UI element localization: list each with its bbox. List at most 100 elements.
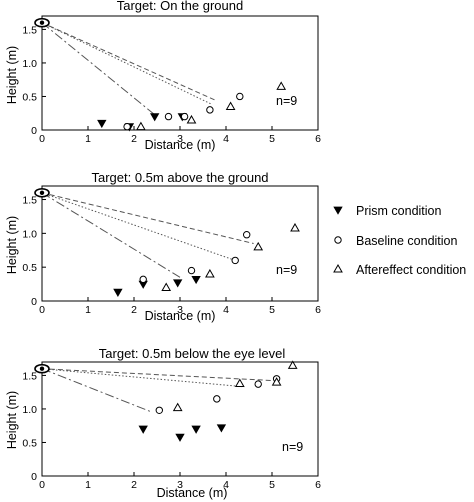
x-tick-label: 6 — [315, 304, 321, 316]
eye-pupil-icon — [39, 366, 45, 371]
data-point-filled-triangle-down — [175, 433, 185, 442]
data-point-open-triangle-up — [290, 222, 300, 232]
y-tick-label: 0 — [31, 471, 37, 483]
x-tick-label: 1 — [85, 304, 91, 316]
data-point-open-circle — [187, 266, 196, 275]
fit-line-dash-dot — [41, 22, 158, 117]
x-tick-label: 1 — [85, 479, 91, 491]
data-point-open-circle — [236, 92, 244, 101]
fit-line-dashed — [41, 368, 277, 382]
y-tick-label: 1.5 — [22, 370, 37, 382]
fit-line-dash-dot — [41, 192, 181, 278]
x-tick-label: 5 — [269, 304, 275, 316]
data-point-filled-triangle-down — [191, 425, 201, 434]
data-point-open-circle — [254, 380, 262, 388]
data-point-open-triangle-up — [271, 377, 282, 386]
fit-line-dashed — [41, 192, 254, 244]
legend-label-aftereffect: Aftereffect condition — [356, 263, 466, 277]
legend-label-prism: Prism condition — [356, 204, 441, 218]
legend-marker-filled-triangle-down — [333, 206, 343, 215]
data-point-filled-triangle-down — [138, 425, 148, 434]
data-point-open-circle — [164, 112, 173, 121]
y-tick-label: 1.5 — [22, 195, 37, 207]
y-tick-label: 1.5 — [22, 24, 37, 36]
data-point-open-circle — [123, 122, 131, 131]
n-annotation: n=9 — [276, 94, 297, 108]
legend: Prism condition Baseline condition After… — [333, 204, 466, 277]
panel-on-the-ground: Target: On the ground Distance (m) Heigh… — [5, 0, 321, 152]
x-tick-label: 2 — [131, 133, 137, 145]
data-point-open-circle — [213, 395, 221, 403]
x-tick-label: 3 — [177, 304, 183, 316]
data-point-open-triangle-up — [225, 101, 236, 111]
x-axis-label: Distance (m) — [157, 486, 228, 500]
x-tick-label: 6 — [315, 133, 321, 145]
y-axis-label: Height (m) — [5, 46, 19, 104]
data-point-open-triangle-up — [276, 81, 287, 90]
data-point-open-triangle-up — [136, 121, 146, 131]
data-point-open-triangle-up — [253, 241, 264, 251]
x-tick-label: 0 — [39, 479, 45, 491]
data-point-filled-triangle-down — [191, 275, 201, 285]
data-point-filled-triangle-down — [150, 113, 160, 122]
data-point-open-triangle-up — [234, 378, 245, 387]
plot-frame — [41, 185, 319, 302]
data-point-open-circle — [180, 112, 189, 121]
legend-marker-open-triangle-up — [333, 263, 343, 273]
panel-title: Target: On the ground — [117, 0, 243, 13]
data-point-open-triangle-up — [205, 268, 215, 278]
fit-line-dotted — [41, 368, 245, 388]
y-tick-label: 0 — [31, 296, 37, 308]
n-annotation: n=9 — [276, 263, 297, 277]
legend-label-baseline: Baseline condition — [356, 234, 458, 248]
x-tick-label: 2 — [131, 304, 137, 316]
x-tick-label: 3 — [177, 133, 183, 145]
x-tick-label: 5 — [269, 133, 275, 145]
y-tick-label: 0.5 — [22, 437, 37, 449]
x-axis-label: Distance (m) — [145, 138, 216, 152]
eye-pupil-icon — [39, 190, 45, 195]
y-tick-label: 1.0 — [22, 58, 37, 70]
x-tick-label: 4 — [223, 133, 229, 145]
y-tick-label: 0.5 — [22, 262, 37, 274]
data-point-open-circle — [243, 231, 251, 239]
x-tick-label: 4 — [223, 304, 229, 316]
y-axis-label: Height (m) — [5, 216, 19, 274]
y-tick-label: 0 — [31, 125, 37, 137]
y-tick-label: 1.0 — [22, 404, 37, 416]
fit-line-dash-dot — [41, 368, 153, 413]
data-point-filled-triangle-down — [216, 424, 227, 433]
data-point-open-triangle-up — [287, 360, 298, 369]
data-point-open-triangle-up — [161, 282, 172, 291]
x-tick-label: 0 — [39, 304, 45, 316]
data-point-open-triangle-up — [186, 114, 197, 124]
data-point-filled-triangle-down — [113, 288, 123, 298]
x-tick-label: 2 — [131, 479, 137, 491]
panel-above-the-ground: Target: 0.5m above the ground Distance (… — [5, 170, 321, 323]
x-axis-label: Distance (m) — [145, 309, 216, 323]
legend-marker-open-circle — [334, 236, 342, 244]
plot-frame — [41, 15, 319, 131]
fit-line-dotted — [41, 192, 236, 261]
panel-title: Target: 0.5m above the ground — [91, 170, 268, 185]
x-tick-label: 4 — [223, 479, 229, 491]
panel-below-eye-level: Target: 0.5m below the eye level Distanc… — [5, 346, 321, 500]
data-point-open-circle — [231, 256, 239, 265]
data-point-open-circle — [139, 275, 147, 284]
data-point-filled-triangle-down — [173, 279, 183, 288]
y-tick-label: 0.5 — [22, 91, 37, 103]
fit-line-dashed — [41, 22, 215, 101]
y-axis-label: Height (m) — [5, 391, 19, 449]
y-tick-label: 1.0 — [22, 228, 37, 240]
data-point-filled-triangle-down — [97, 119, 107, 129]
x-tick-label: 1 — [85, 133, 91, 145]
x-tick-label: 5 — [269, 479, 275, 491]
x-tick-label: 3 — [177, 479, 183, 491]
data-point-open-circle — [206, 106, 214, 114]
data-point-open-circle — [155, 406, 164, 414]
x-tick-label: 6 — [315, 479, 321, 491]
x-tick-label: 0 — [39, 133, 45, 145]
n-annotation: n=9 — [282, 440, 303, 454]
eye-pupil-icon — [39, 20, 45, 25]
panel-title: Target: 0.5m below the eye level — [99, 346, 286, 361]
